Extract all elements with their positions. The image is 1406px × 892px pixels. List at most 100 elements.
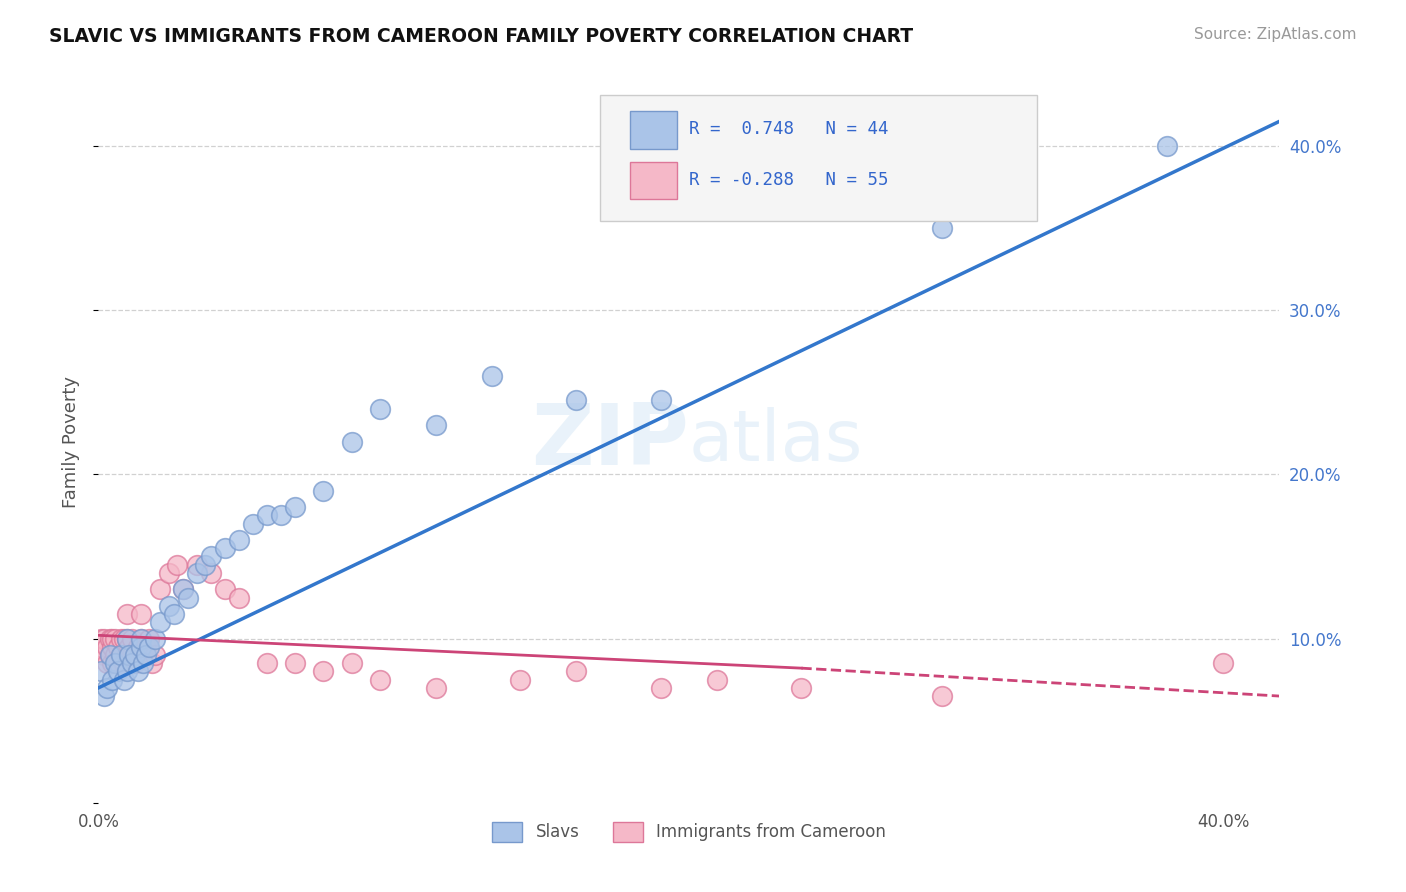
Point [121, 648, 143, 662]
Point [194, 558, 217, 572]
Point [96, 681, 118, 695]
Point [565, 665, 588, 679]
Point [228, 533, 250, 547]
Point [112, 632, 135, 646]
Point [132, 657, 155, 671]
Point [129, 607, 152, 621]
Point [104, 657, 127, 671]
Point [172, 582, 194, 597]
Point [132, 648, 155, 662]
Point [143, 648, 166, 662]
Point [98, 632, 121, 646]
Point [127, 640, 149, 654]
Point [93, 689, 115, 703]
Point [135, 640, 157, 654]
Point [110, 648, 132, 662]
Point [143, 632, 166, 646]
Point [186, 558, 208, 572]
Point [121, 632, 143, 646]
Legend: Slavs, Immigrants from Cameroon: Slavs, Immigrants from Cameroon [485, 815, 893, 848]
Point [141, 657, 163, 671]
Point [1156, 139, 1178, 153]
Point [118, 648, 141, 662]
Point [90, 632, 112, 646]
Y-axis label: Family Poverty: Family Poverty [62, 376, 80, 508]
Bar [630, 112, 678, 149]
Point [127, 665, 149, 679]
Point [931, 689, 953, 703]
Point [107, 665, 129, 679]
Point [104, 648, 127, 662]
Point [129, 640, 152, 654]
Point [186, 566, 208, 580]
Point [149, 582, 172, 597]
Point [129, 632, 152, 646]
Point [650, 681, 672, 695]
Point [98, 648, 121, 662]
Point [107, 640, 129, 654]
Point [112, 657, 135, 671]
Point [115, 632, 138, 646]
Point [368, 673, 391, 687]
Point [481, 368, 503, 383]
Point [124, 648, 146, 662]
Point [96, 657, 118, 671]
Point [1212, 657, 1234, 671]
Text: Source: ZipAtlas.com: Source: ZipAtlas.com [1194, 27, 1357, 42]
Point [157, 566, 180, 580]
Point [242, 516, 264, 531]
Text: R =  0.748   N = 44: R = 0.748 N = 44 [689, 120, 889, 138]
Point [177, 591, 200, 605]
Text: SLAVIC VS IMMIGRANTS FROM CAMEROON FAMILY POVERTY CORRELATION CHART: SLAVIC VS IMMIGRANTS FROM CAMEROON FAMIL… [49, 27, 914, 45]
Point [931, 221, 953, 235]
Point [107, 657, 129, 671]
Point [149, 615, 172, 630]
Point [96, 640, 118, 654]
Point [124, 657, 146, 671]
Bar [630, 162, 678, 200]
Point [115, 632, 138, 646]
Point [90, 665, 112, 679]
Point [101, 673, 124, 687]
Point [135, 648, 157, 662]
Point [368, 401, 391, 416]
Point [138, 632, 160, 646]
Point [104, 632, 127, 646]
Point [118, 640, 141, 654]
Point [172, 582, 194, 597]
Point [163, 607, 186, 621]
Point [110, 632, 132, 646]
Point [312, 483, 335, 498]
Point [101, 640, 124, 654]
Point [284, 500, 307, 515]
Point [90, 640, 112, 654]
Point [228, 591, 250, 605]
Point [256, 657, 278, 671]
Point [138, 640, 160, 654]
Text: atlas: atlas [689, 407, 863, 476]
Point [115, 648, 138, 662]
Point [340, 657, 363, 671]
Point [200, 549, 222, 564]
Point [112, 673, 135, 687]
Point [214, 541, 236, 556]
FancyBboxPatch shape [600, 95, 1038, 221]
Point [157, 599, 180, 613]
Point [110, 648, 132, 662]
Point [509, 673, 531, 687]
Point [284, 657, 307, 671]
Point [790, 681, 813, 695]
Point [706, 673, 728, 687]
Point [93, 632, 115, 646]
Point [101, 657, 124, 671]
Point [312, 665, 335, 679]
Point [115, 665, 138, 679]
Text: ZIP: ZIP [531, 400, 689, 483]
Point [256, 508, 278, 523]
Point [425, 681, 447, 695]
Point [270, 508, 292, 523]
Point [98, 648, 121, 662]
Point [340, 434, 363, 449]
Point [425, 418, 447, 433]
Point [565, 393, 588, 408]
